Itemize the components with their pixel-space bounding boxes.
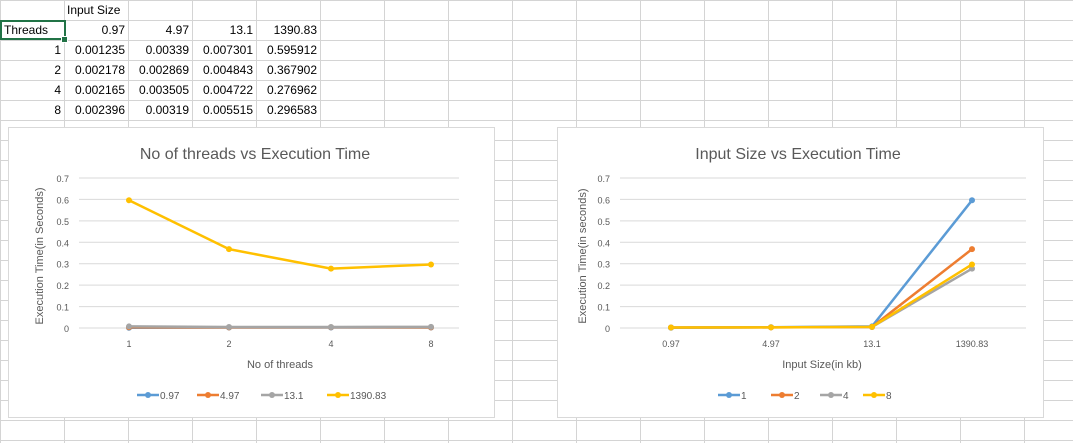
series-line-1390.83: [128, 199, 432, 270]
legend-label: 4.97: [220, 391, 240, 402]
column-header-cell[interactable]: 13.1: [229, 23, 253, 37]
legend-swatch-marker: [828, 392, 834, 398]
legend-swatch-marker: [205, 392, 211, 398]
threads-chart[interactable]: No of threads vs Execution Time Executio…: [8, 127, 495, 418]
data-point: [328, 265, 334, 272]
y-axis-title: Execution Time(in seconds): [577, 188, 589, 323]
value-cell[interactable]: 0.004722: [202, 83, 253, 97]
value-cell[interactable]: 0.276962: [266, 83, 317, 97]
data-point: [328, 323, 334, 330]
legend-swatch-marker: [726, 392, 732, 398]
value-cell[interactable]: 0.00319: [145, 103, 189, 117]
column-header-cell[interactable]: 1390.83: [273, 23, 317, 37]
legend-swatch-marker: [145, 392, 151, 398]
legend-label: 2: [794, 391, 800, 402]
x-axis-title: No of threads: [247, 359, 314, 371]
value-cell[interactable]: 0.002165: [74, 83, 125, 97]
series-line-4: [670, 267, 973, 329]
x-axis-title: Input Size(in kb): [782, 359, 861, 371]
legend-swatch-marker: [779, 392, 785, 398]
y-tick-label: 0: [605, 324, 610, 334]
thread-cell[interactable]: 1: [54, 43, 61, 57]
series-line-8: [670, 263, 973, 329]
legend-label: 1: [741, 391, 747, 402]
data-point: [869, 323, 875, 330]
legend-label: 13.1: [284, 391, 304, 402]
value-cell[interactable]: 0.296583: [266, 103, 317, 117]
value-cell[interactable]: 0.367902: [266, 63, 317, 77]
chart-title: Input Size vs Execution Time: [695, 146, 901, 163]
thread-cell[interactable]: 2: [54, 63, 61, 77]
legend-label: 8: [886, 391, 892, 402]
column-header-cell[interactable]: 4.97: [165, 23, 189, 37]
value-cell[interactable]: 0.595912: [266, 43, 317, 57]
column-header-cell[interactable]: 0.97: [101, 23, 125, 37]
chart-title: No of threads vs Execution Time: [140, 146, 370, 163]
x-tick-label: 1390.83: [956, 339, 989, 349]
fill-handle[interactable]: [61, 36, 68, 43]
y-tick-label: 0.7: [597, 174, 610, 184]
data-point: [969, 197, 975, 204]
legend-label: 1390.83: [350, 391, 387, 402]
value-cell[interactable]: 0.002396: [74, 103, 125, 117]
thread-cell[interactable]: 8: [54, 103, 61, 117]
value-cell[interactable]: 0.003505: [138, 83, 189, 97]
data-point: [668, 324, 674, 331]
data-point: [969, 261, 975, 268]
y-tick-label: 0.5: [597, 217, 610, 227]
thread-cell[interactable]: 4: [54, 83, 61, 97]
input-size-header[interactable]: Input Size: [67, 3, 121, 17]
series-line-2: [670, 248, 973, 329]
data-point: [969, 265, 975, 272]
series-line-13.1: [128, 325, 432, 329]
y-tick-label: 0.3: [597, 260, 610, 270]
value-cell[interactable]: 0.002178: [74, 63, 125, 77]
data-point: [126, 197, 132, 204]
x-tick-label: 0.97: [662, 339, 680, 349]
value-cell[interactable]: 0.001235: [74, 43, 125, 57]
x-tick-label: 1: [126, 339, 131, 349]
value-cell[interactable]: 0.005515: [202, 103, 253, 117]
value-cell[interactable]: 0.004843: [202, 63, 253, 77]
data-point: [969, 246, 975, 253]
y-tick-label: 0.3: [56, 260, 69, 270]
x-tick-label: 8: [428, 339, 433, 349]
data-point: [428, 323, 434, 330]
y-axis-title: Execution Time(in Seconds): [34, 188, 46, 325]
y-tick-label: 0.4: [56, 238, 69, 248]
data-point: [768, 324, 774, 331]
data-point: [126, 323, 132, 330]
x-tick-label: 2: [226, 339, 231, 349]
data-point: [428, 261, 434, 268]
y-tick-label: 0.6: [597, 195, 610, 205]
x-tick-label: 4: [328, 339, 333, 349]
x-tick-label: 13.1: [863, 339, 881, 349]
y-tick-label: 0.1: [597, 303, 610, 313]
y-tick-label: 0.5: [56, 217, 69, 227]
y-tick-label: 0.2: [597, 281, 610, 291]
legend-label: 0.97: [160, 391, 180, 402]
value-cell[interactable]: 0.007301: [202, 43, 253, 57]
data-point: [226, 246, 232, 253]
legend-label: 4: [843, 391, 849, 402]
legend-swatch-marker: [269, 392, 275, 398]
value-cell[interactable]: 0.00339: [145, 43, 189, 57]
y-tick-label: 0: [64, 324, 69, 334]
legend-swatch-marker: [335, 392, 341, 398]
y-tick-label: 0.4: [597, 238, 610, 248]
threads-cell-selected[interactable]: Threads: [0, 20, 66, 40]
y-tick-label: 0.2: [56, 281, 69, 291]
threads-chart-svg: No of threads vs Execution Time Executio…: [34, 146, 459, 402]
x-tick-label: 4.97: [762, 339, 780, 349]
y-tick-label: 0.1: [56, 303, 69, 313]
y-tick-label: 0.6: [56, 195, 69, 205]
legend-swatch-marker: [871, 392, 877, 398]
y-tick-label: 0.7: [56, 174, 69, 184]
input-size-chart-svg: Input Size vs Execution Time Execution T…: [577, 146, 1026, 402]
data-point: [226, 323, 232, 330]
input-size-chart[interactable]: Input Size vs Execution Time Execution T…: [557, 127, 1044, 418]
value-cell[interactable]: 0.002869: [138, 63, 189, 77]
